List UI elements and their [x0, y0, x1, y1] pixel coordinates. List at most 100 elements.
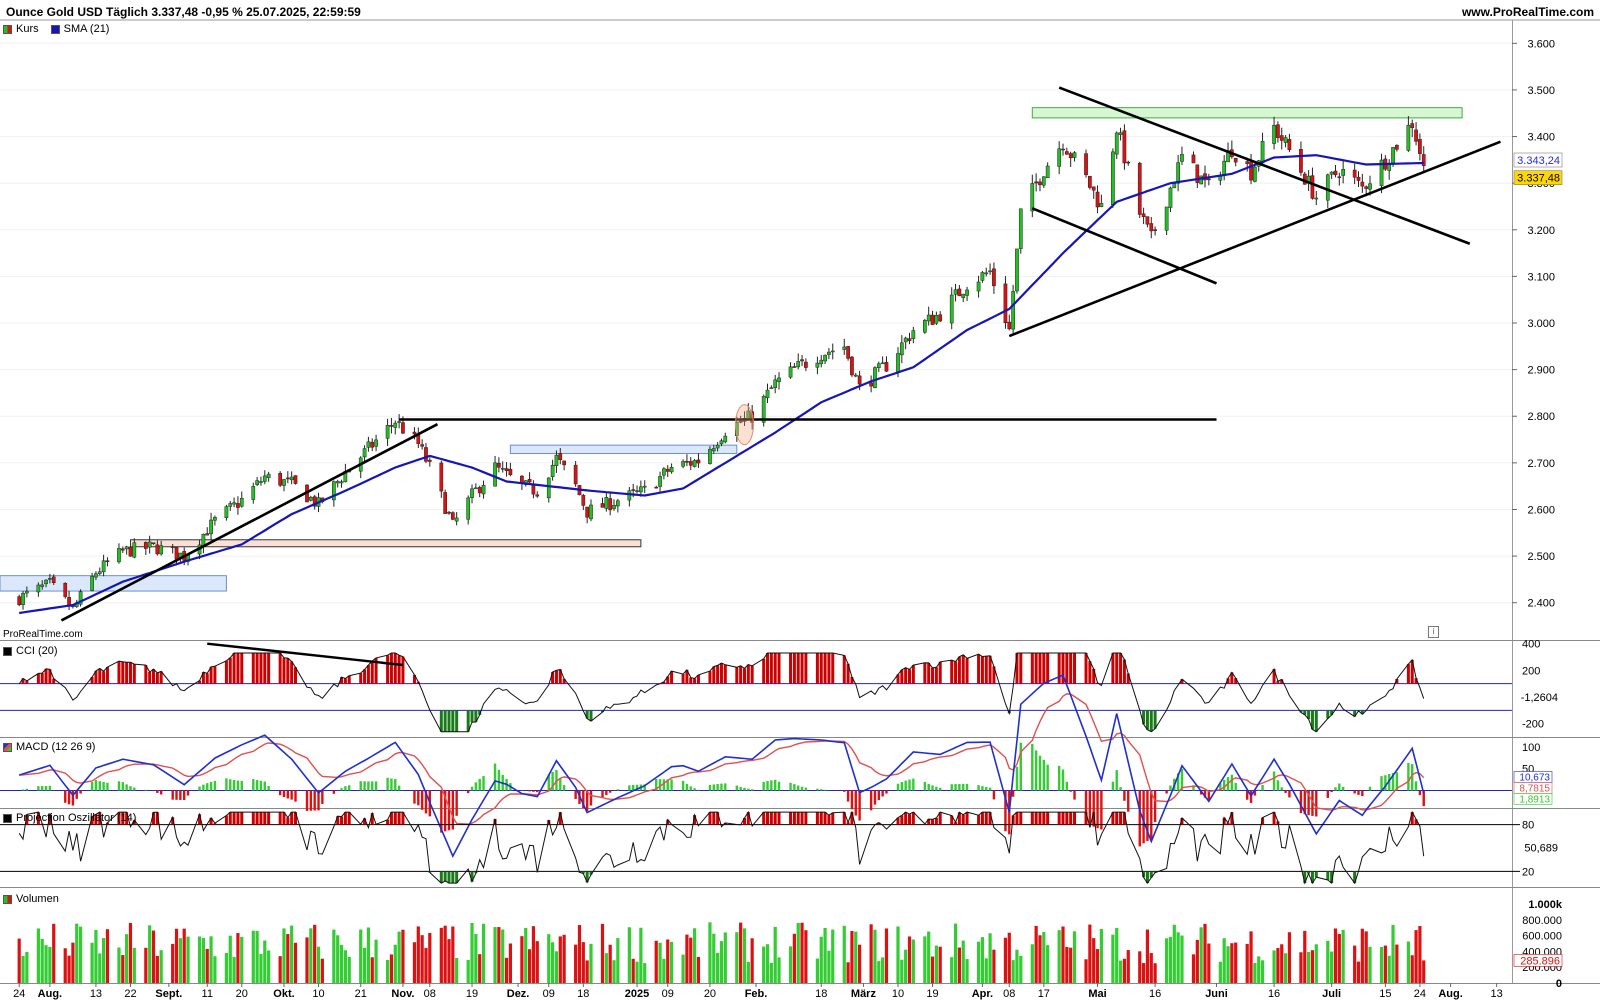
info-icon[interactable]: i — [1428, 626, 1439, 638]
volume-bar — [965, 959, 969, 983]
candle — [830, 343, 835, 360]
candle — [1414, 122, 1418, 146]
candle-body — [128, 546, 133, 557]
volume-bar — [1364, 931, 1368, 983]
volume-bar — [1283, 953, 1288, 983]
candle — [209, 512, 213, 541]
zone-red — [129, 539, 642, 548]
candle — [988, 263, 992, 275]
candle-body — [205, 533, 210, 536]
volume-bar — [21, 955, 25, 983]
candle — [1118, 127, 1123, 141]
candle-body — [1287, 139, 1292, 151]
volume-bar — [389, 954, 394, 983]
candle — [1030, 174, 1035, 218]
volume-bar — [428, 932, 432, 983]
candle-body — [788, 366, 793, 378]
candle — [1233, 157, 1238, 167]
candle-body — [765, 389, 770, 398]
candle — [101, 554, 106, 577]
candle — [285, 471, 290, 484]
volume-bar — [309, 928, 313, 983]
volume-bar — [558, 936, 562, 983]
candle-body — [447, 511, 451, 514]
volume-bar — [827, 950, 831, 983]
volume-bar — [765, 944, 770, 983]
candle-body — [976, 281, 981, 292]
candle-body — [117, 548, 121, 563]
volume-bar — [953, 923, 958, 983]
volume-bar — [144, 947, 148, 983]
candle-body — [1253, 166, 1257, 182]
volume-bar — [708, 922, 712, 983]
candle-body — [777, 377, 781, 382]
volume-bar — [1191, 954, 1196, 983]
candle — [1421, 146, 1426, 173]
volume-bar — [1172, 924, 1176, 983]
candle-body — [170, 546, 175, 548]
candle — [992, 262, 996, 294]
candle-body — [1395, 144, 1399, 150]
cci-tick-label: 400 — [1522, 639, 1540, 651]
candle-body — [688, 461, 693, 466]
volume-bar — [366, 927, 371, 983]
candle — [44, 579, 48, 588]
candle-body — [385, 425, 390, 439]
candle — [289, 471, 294, 485]
volume-bar — [927, 931, 931, 983]
price-tick-label: 3.100 — [1527, 271, 1555, 283]
candle — [1018, 208, 1023, 254]
volume-bar — [416, 926, 420, 983]
candle-body — [51, 576, 56, 583]
candle-body — [285, 477, 290, 480]
volume-bar — [1061, 926, 1065, 983]
volume-tick-label: 1.000k — [1528, 899, 1563, 911]
candle — [535, 491, 540, 498]
candle — [750, 404, 755, 430]
candle — [1072, 151, 1077, 162]
x-tick-label: Aug. — [1438, 988, 1462, 1000]
candle-body — [239, 497, 244, 507]
volume-bar — [1015, 949, 1019, 983]
website-label[interactable]: www.ProRealTime.com — [1461, 5, 1594, 19]
volume-bar — [362, 947, 367, 983]
volume-bar — [1122, 958, 1127, 983]
volume-bar — [716, 952, 720, 983]
cci-value-label: -1,2604 — [1521, 692, 1558, 704]
volume-bar — [78, 926, 83, 983]
candle — [1395, 144, 1399, 152]
candle-body — [1283, 137, 1288, 143]
candle — [308, 495, 313, 502]
volume-bar — [643, 963, 647, 983]
candle — [976, 275, 981, 298]
candle — [1406, 116, 1411, 152]
volume-bar — [159, 950, 163, 983]
volume-bar — [554, 951, 559, 983]
candle-body — [1329, 171, 1334, 175]
volume-bar — [1260, 960, 1265, 983]
volume-bar — [240, 936, 244, 983]
volume-bar — [501, 929, 505, 983]
candle-body — [209, 519, 213, 535]
x-tick-label: 10 — [892, 988, 904, 1000]
candle-swatch-icon — [3, 24, 12, 34]
candle-body — [393, 422, 398, 428]
candle-body — [1364, 186, 1369, 189]
volume-bar — [658, 942, 662, 983]
candle — [934, 311, 939, 326]
candle — [335, 479, 340, 488]
x-tick-label: 16 — [1149, 988, 1161, 1000]
candle-body — [370, 441, 375, 448]
candle — [615, 498, 620, 513]
volume-bar — [90, 942, 94, 983]
candle-body — [44, 579, 48, 585]
candle-body — [873, 367, 877, 389]
candle — [427, 457, 432, 467]
candle — [236, 496, 240, 515]
candle — [497, 457, 501, 473]
candle-body — [1038, 181, 1042, 186]
volume-bar — [493, 927, 497, 983]
macd-tick-label: 100 — [1522, 742, 1540, 754]
volume-bar — [762, 946, 766, 983]
